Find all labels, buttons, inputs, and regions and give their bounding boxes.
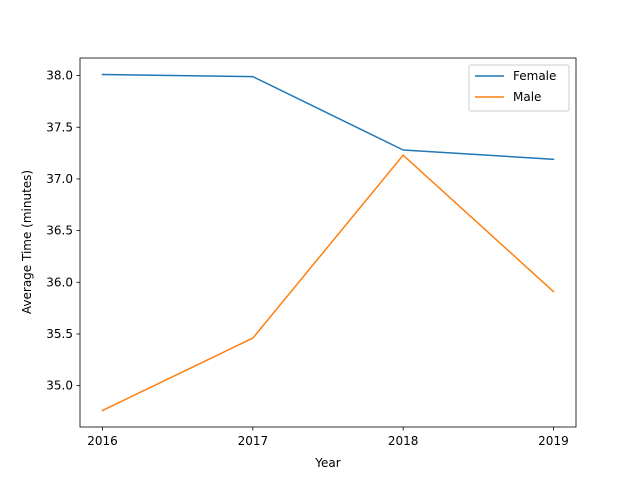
y-tick-label: 38.0 (46, 69, 73, 83)
x-axis-title: Year (314, 456, 340, 470)
x-tick-label: 2017 (238, 434, 269, 448)
x-tick-label: 2018 (388, 434, 419, 448)
series-line-male (101, 154, 555, 412)
legend-label-male: Male (513, 90, 541, 104)
y-axis: 35.0 35.5 36.0 36.5 37.0 37.5 38.0 (46, 69, 80, 393)
x-tick-label: 2019 (538, 434, 569, 448)
y-tick-label: 37.5 (46, 120, 73, 134)
x-axis: 2016 2017 2018 2019 (87, 427, 569, 448)
y-axis-title: Average Time (minutes) (20, 170, 34, 314)
y-tick-label: 35.5 (46, 327, 73, 341)
legend-label-female: Female (513, 69, 556, 83)
y-tick-label: 36.5 (46, 224, 73, 238)
y-tick-label: 35.0 (46, 379, 73, 393)
x-tick-label: 2016 (87, 434, 118, 448)
y-tick-label: 37.0 (46, 172, 73, 186)
plot-frame (79, 57, 577, 428)
series-line-female (101, 73, 555, 161)
series-layer (101, 73, 555, 412)
y-tick-label: 36.0 (46, 275, 73, 289)
legend: Female Male (468, 64, 570, 112)
plot-area (79, 57, 577, 428)
